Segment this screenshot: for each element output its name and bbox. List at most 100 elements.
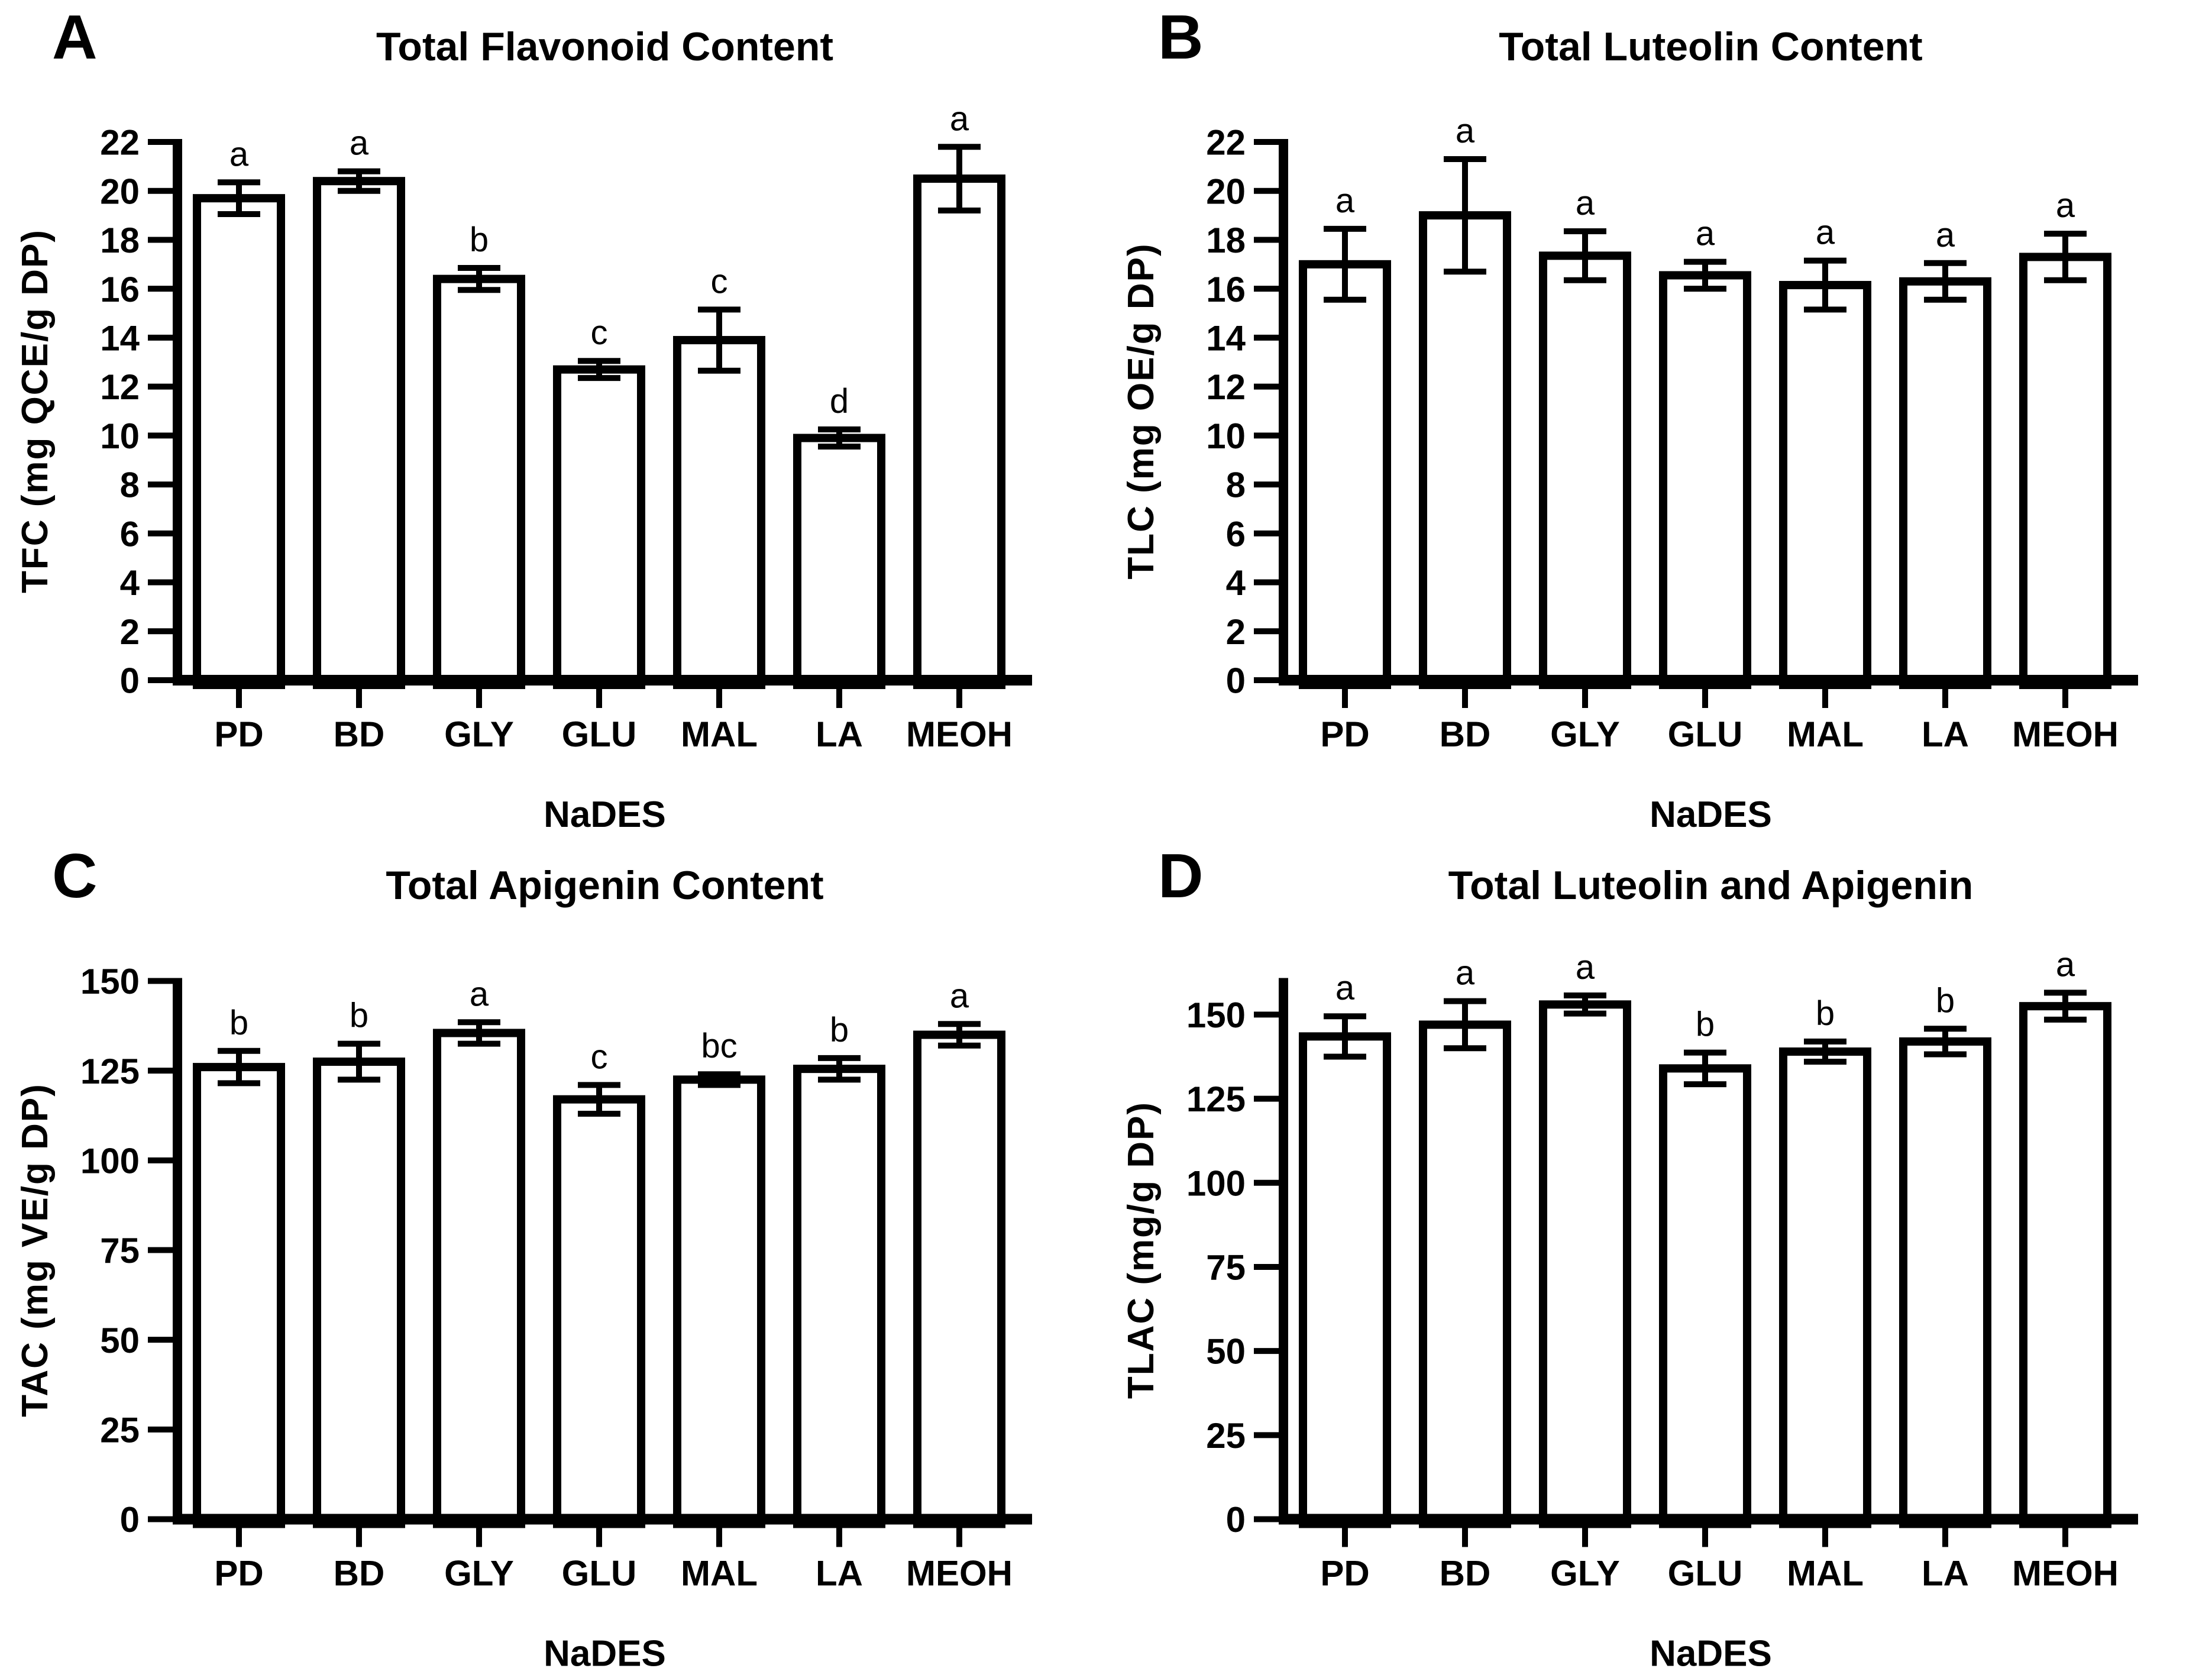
x-category-label: GLU	[562, 714, 637, 754]
x-category-label: MEOH	[2012, 714, 2119, 754]
y-tick-label: 4	[1226, 563, 1246, 603]
significance-letter: c	[591, 313, 608, 352]
y-tick-label: 4	[120, 563, 140, 603]
x-category-label: MEOH	[906, 1554, 1013, 1593]
bar	[433, 274, 525, 689]
y-tick-label: 10	[1206, 416, 1246, 456]
y-tick-label: 14	[100, 319, 140, 358]
bar	[1539, 1000, 1631, 1528]
panel-b: B Total Luteolin Content a a a a a a a 0 2 4 6 8 10 1…	[1106, 0, 2212, 839]
panel-b-letter: B	[1158, 2, 1204, 72]
y-tick-label: 6	[120, 514, 140, 554]
significance-letter: a	[1456, 954, 1475, 992]
y-tick-label: 125	[80, 1052, 140, 1091]
x-category-label: GLY	[1550, 1554, 1620, 1593]
x-category-label: PD	[1320, 1554, 1369, 1593]
y-tick-label: 150	[80, 962, 140, 1001]
significance-letter: a	[1576, 948, 1595, 987]
significance-letter: a	[950, 977, 969, 1015]
significance-letter: a	[2056, 186, 2075, 225]
x-category-label: PD	[1320, 714, 1369, 754]
y-tick-label: 50	[1206, 1332, 1246, 1372]
panel-c-letter: C	[52, 841, 98, 911]
bar	[2019, 1002, 2111, 1528]
significance-letter: b	[229, 1004, 248, 1042]
panel-a-letter: A	[52, 2, 98, 72]
panel-c-title: Total Apigenin Content	[386, 863, 824, 908]
x-category-label: PD	[214, 1554, 263, 1593]
y-axis-title: TFC (mg QCE/g DP)	[15, 229, 56, 593]
bar	[1779, 280, 1871, 689]
panel-d-title: Total Luteolin and Apigenin	[1448, 863, 1974, 908]
y-tick-label: 2	[120, 612, 140, 652]
y-tick-label: 16	[100, 270, 140, 309]
y-tick-label: 18	[1206, 221, 1246, 260]
bar-chart-total-luteolin: a a a a a a a 0 2 4 6 8 10 12 14 16 18 20 22 PD BD GLY GLU MAL L…	[1121, 112, 2138, 835]
y-tick-label: 125	[1186, 1079, 1246, 1119]
significance-letter: a	[1936, 216, 1955, 254]
panel-a-title: Total Flavonoid Content	[376, 24, 834, 69]
x-category-label: LA	[816, 1554, 863, 1593]
bar	[313, 1058, 405, 1528]
significance-letter: a	[470, 975, 489, 1013]
y-tick-label: 100	[1186, 1163, 1246, 1203]
panel-c: C Total Apigenin Content b b a c bc b a 0 25 50 75…	[0, 839, 1106, 1678]
y-tick-label: 0	[120, 661, 140, 701]
panel-d: D Total Luteolin and Apigenin a a a b b b a 0 25…	[1106, 839, 2212, 1678]
panel-b-title: Total Luteolin Content	[1499, 24, 1923, 69]
y-axis-title: TAC (mg VE/g DP)	[15, 1083, 56, 1417]
x-category-label: BD	[1440, 1554, 1491, 1593]
bar	[1899, 1037, 1991, 1528]
y-tick-label: 10	[100, 416, 140, 456]
bar-chart-total-luteolin-apigenin: a a a b b b a 0 25 50 75 100 125 150 PD BD GLY GLU MAL LA ME…	[1121, 945, 2138, 1674]
significance-letter: a	[1335, 182, 1355, 220]
x-category-label: MEOH	[906, 714, 1013, 754]
y-tick-label: 14	[1206, 319, 1246, 358]
significance-letter: d	[830, 382, 849, 421]
significance-letter: b	[470, 221, 489, 259]
bar	[313, 177, 405, 689]
y-tick-label: 100	[80, 1141, 140, 1181]
y-tick-label: 20	[1206, 172, 1246, 211]
y-tick-label: 2	[1226, 612, 1246, 652]
bar	[1899, 277, 1991, 690]
y-tick-label: 25	[100, 1410, 140, 1450]
significance-letter: a	[1696, 215, 1715, 253]
bar	[2019, 253, 2111, 689]
x-category-label: MAL	[681, 1554, 758, 1593]
y-tick-label: 8	[120, 465, 140, 505]
significance-letter: a	[1456, 112, 1475, 150]
x-category-label: GLU	[1668, 714, 1743, 754]
y-tick-label: 25	[1206, 1416, 1246, 1456]
bar	[1659, 271, 1751, 689]
panel-d-letter: D	[1158, 841, 1204, 911]
bar	[553, 365, 645, 689]
x-category-label: GLY	[444, 714, 514, 754]
x-category-label: PD	[214, 714, 263, 754]
y-tick-label: 50	[100, 1321, 140, 1360]
bar-chart-total-apigenin: b b a c bc b a 0 25 50 75 100 125 150 PD BD GLY GLU MAL LA M…	[15, 962, 1032, 1674]
bar	[193, 1063, 285, 1528]
panel-a: A Total Flavonoid Content a a b c c d a 0 2 4 6 8 10…	[0, 0, 1106, 839]
y-tick-label: 22	[1206, 123, 1246, 163]
significance-letter: c	[711, 262, 728, 300]
significance-letter: b	[350, 997, 368, 1035]
x-category-label: GLY	[444, 1554, 514, 1593]
x-axis-title: NaDES	[544, 794, 666, 835]
significance-letter: c	[591, 1037, 608, 1076]
bar	[1779, 1047, 1871, 1528]
significance-letter: bc	[701, 1027, 737, 1065]
bar	[793, 434, 885, 689]
significance-letter: b	[830, 1011, 849, 1049]
significance-letter: b	[1936, 981, 1955, 1020]
bar	[553, 1095, 645, 1528]
y-axis-title: TLAC (mg/g DP)	[1121, 1101, 1162, 1399]
x-category-label: BD	[1440, 714, 1491, 754]
bar	[673, 1075, 765, 1528]
y-tick-label: 75	[100, 1231, 140, 1270]
y-tick-label: 0	[1226, 661, 1246, 701]
x-category-label: BD	[334, 1554, 385, 1593]
bar	[1419, 1020, 1511, 1528]
y-tick-label: 16	[1206, 270, 1246, 309]
